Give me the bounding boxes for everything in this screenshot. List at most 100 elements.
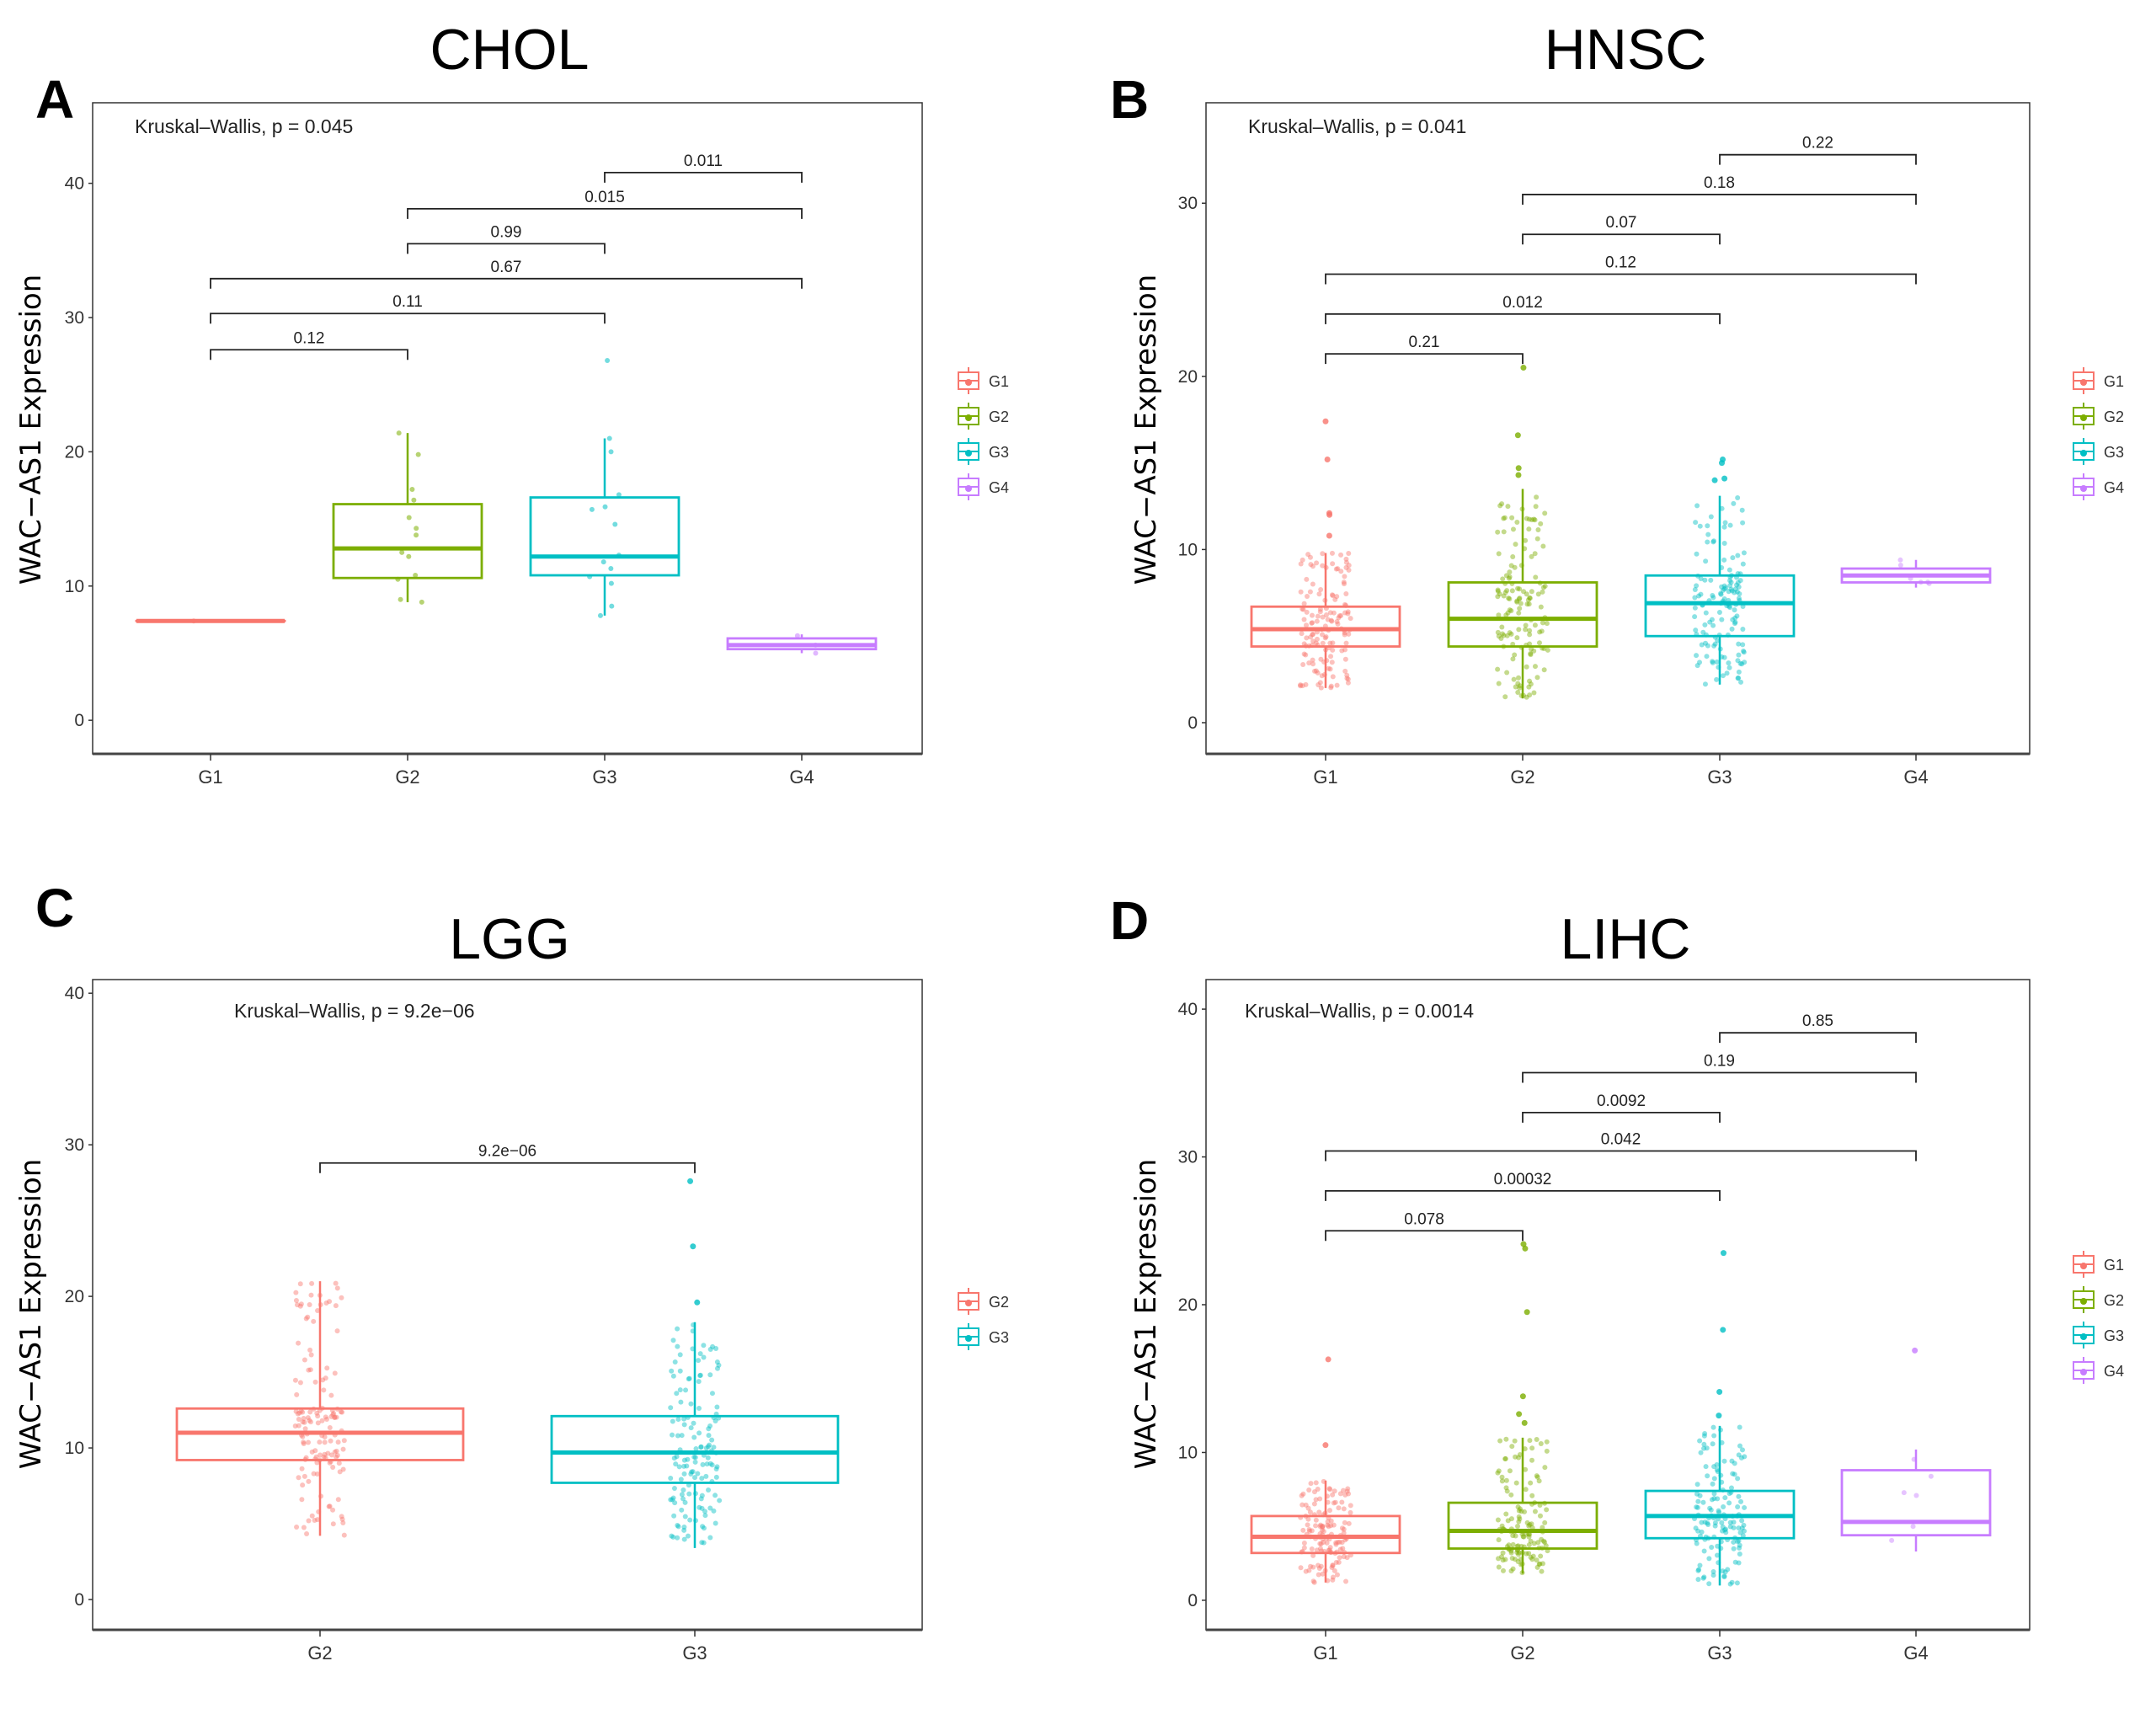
data-point — [674, 1454, 680, 1460]
data-point — [1501, 633, 1507, 638]
panel-chol: A CHOL WAC−AS1 Expression 0 10 20 30 40 G1 G2 G3 G4… — [14, 18, 1009, 788]
data-point — [701, 1343, 707, 1349]
data-point — [1305, 594, 1310, 600]
data-point — [1542, 1539, 1548, 1545]
data-point — [1501, 529, 1507, 535]
data-point — [1719, 617, 1725, 622]
data-point — [1507, 1468, 1513, 1474]
data-point — [1532, 664, 1538, 670]
data-point — [327, 1460, 333, 1466]
data-point — [1703, 558, 1709, 564]
data-point — [1729, 1458, 1735, 1464]
p-value-label: 0.19 — [1704, 1053, 1735, 1071]
data-point — [1513, 1533, 1518, 1539]
box-g4 — [1840, 1347, 1992, 1552]
data-point — [1529, 1521, 1534, 1527]
data-point — [1334, 594, 1340, 600]
p-value-label: 0.12 — [294, 329, 325, 347]
data-point — [1327, 640, 1333, 646]
data-point — [1528, 652, 1534, 658]
data-point — [1534, 1474, 1540, 1480]
x-tick-label: G2 — [307, 1642, 332, 1664]
data-point — [1316, 1509, 1322, 1515]
bracket-line — [407, 243, 606, 254]
y-tick-label: 20 — [65, 442, 84, 462]
data-point — [312, 1448, 318, 1454]
data-point — [1299, 683, 1305, 689]
data-point — [1703, 610, 1709, 616]
data-point — [1517, 1452, 1523, 1458]
data-point — [1343, 556, 1349, 562]
data-point — [1694, 583, 1700, 589]
legend-item-g2: G2 — [2073, 1286, 2124, 1313]
data-point — [692, 1459, 698, 1465]
data-point — [1318, 1522, 1324, 1528]
data-point — [1525, 597, 1531, 603]
data-point — [1515, 1504, 1521, 1510]
data-point — [296, 1410, 302, 1416]
data-point — [1541, 1538, 1547, 1544]
data-point — [1304, 576, 1310, 582]
data-point — [1517, 606, 1523, 612]
data-point — [1508, 1516, 1514, 1522]
legend: G1 G2 G3 G4 — [2073, 367, 2124, 500]
data-point — [1727, 1581, 1733, 1587]
p-value-label: 0.015 — [584, 189, 625, 206]
data-point — [1342, 610, 1348, 616]
data-point — [671, 1513, 677, 1519]
data-point — [1502, 694, 1508, 700]
data-point — [1515, 1559, 1521, 1565]
y-tick-label: 20 — [1178, 1295, 1198, 1315]
x-tick-label: G4 — [1903, 1642, 1928, 1664]
data-point — [307, 1419, 313, 1425]
box-iqr — [332, 503, 483, 579]
data-point — [321, 1387, 327, 1393]
x-tick-label: G1 — [1313, 1642, 1337, 1664]
data-point — [1741, 649, 1747, 655]
data-point — [1301, 617, 1307, 622]
data-point — [411, 497, 417, 503]
data-point — [1320, 1525, 1326, 1530]
panel-title: CHOL — [430, 18, 590, 82]
data-point — [1498, 635, 1504, 641]
data-point — [1533, 504, 1539, 510]
data-point — [296, 1475, 302, 1481]
data-point — [1523, 622, 1529, 628]
data-point — [1539, 1568, 1545, 1574]
data-point — [695, 1471, 701, 1477]
data-point — [1538, 1553, 1544, 1559]
data-point — [1309, 1528, 1315, 1534]
comparison-bracket: 0.12 — [1325, 254, 1917, 285]
data-point — [1721, 595, 1727, 601]
data-point — [1526, 1551, 1532, 1557]
data-point — [1496, 1468, 1502, 1474]
box-g1 — [1250, 418, 1401, 691]
data-point — [1705, 1522, 1711, 1528]
data-point — [1323, 634, 1329, 640]
y-axis-label: WAC−AS1 Expression — [1129, 1159, 1163, 1470]
data-point — [706, 1433, 712, 1439]
data-point — [672, 1359, 678, 1365]
data-point — [1721, 654, 1727, 660]
data-point — [1339, 1525, 1345, 1531]
data-point — [1329, 1565, 1335, 1571]
data-point — [1540, 620, 1545, 626]
data-point — [334, 1285, 340, 1291]
data-point — [339, 1514, 344, 1519]
data-point — [1515, 1551, 1521, 1557]
data-point — [675, 1535, 680, 1541]
legend-key-point — [965, 450, 972, 457]
data-point — [307, 1418, 312, 1423]
data-point — [1310, 563, 1315, 569]
data-point — [1528, 1554, 1534, 1560]
data-point — [696, 1504, 702, 1510]
data-point — [696, 1430, 702, 1436]
data-point — [1306, 1567, 1312, 1573]
data-point — [1307, 1509, 1313, 1515]
data-point — [1540, 543, 1546, 549]
data-point — [1527, 595, 1533, 601]
data-point — [1330, 1492, 1336, 1498]
data-point — [1330, 1563, 1336, 1569]
legend-item-g2: G2 — [2073, 403, 2124, 430]
data-point — [1737, 1424, 1742, 1430]
